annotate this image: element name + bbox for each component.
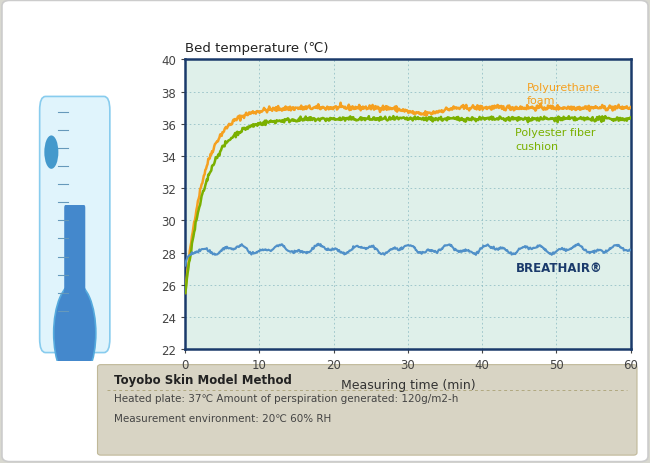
Text: Heated plate: 37℃ Amount of perspiration generated: 120g/m2-h: Heated plate: 37℃ Amount of perspiration… (114, 394, 458, 404)
Text: BREATHAIR®: BREATHAIR® (515, 261, 603, 274)
FancyBboxPatch shape (98, 365, 637, 455)
Text: Measurement environment: 20℃ 60% RH: Measurement environment: 20℃ 60% RH (114, 413, 331, 423)
Text: Bed temperature (℃): Bed temperature (℃) (185, 42, 329, 55)
Circle shape (54, 283, 96, 383)
Text: Polyurethane
foam: Polyurethane foam (526, 82, 600, 106)
X-axis label: Measuring time (min): Measuring time (min) (341, 378, 475, 391)
Text: Toyobo Skin Model Method: Toyobo Skin Model Method (114, 373, 292, 386)
FancyBboxPatch shape (40, 97, 110, 353)
Circle shape (44, 136, 58, 169)
Text: Polyester fiber
cushion: Polyester fiber cushion (515, 128, 596, 151)
FancyBboxPatch shape (64, 206, 85, 336)
